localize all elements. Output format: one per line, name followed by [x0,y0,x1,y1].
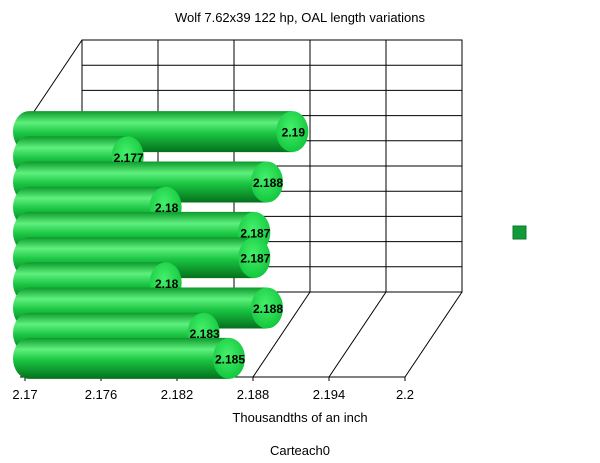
bar-cap [213,337,245,379]
x-tick-label: 2.17 [12,387,37,402]
data-label: 2.18 [155,277,179,291]
floor-gridline [328,291,387,378]
x-tick-label: 2.194 [313,387,346,402]
data-label: 2.183 [190,327,220,341]
x-tick-label: 2.188 [237,387,270,402]
data-label: 2.19 [282,126,306,140]
data-label: 2.188 [253,302,283,316]
data-label: 2.18 [155,201,179,215]
bar-cap [251,287,283,329]
data-label: 2.188 [253,176,283,190]
bar [13,337,245,379]
x-axis-label: Thousandths of an inch [232,410,367,425]
bar-cap [238,237,271,279]
data-label: 2.187 [240,252,270,266]
left-wall-edge [24,39,83,126]
x-tick-label: 2.176 [85,387,118,402]
data-label: 2.185 [215,352,245,366]
bar-cap [251,161,283,203]
x-axis-tick-labels: 2.17 2.176 2.182 2.188 2.194 2.2 [12,377,414,402]
chart-title: Wolf 7.62x39 122 hp, OAL length variatio… [175,10,426,25]
x-tick-label: 2.182 [161,387,194,402]
data-labels: 2.19 2.177 2.188 2.18 2.187 2.187 2.18 2.188 2.1… [114,126,306,367]
data-label: 2.177 [114,151,144,165]
floor-gridline [404,291,463,378]
data-label: 2.187 [240,226,270,240]
bar-cap [276,111,309,153]
floor-gridline [252,291,311,378]
bars [12,111,309,379]
x-tick-label: 2.2 [396,387,414,402]
chart-footer: Carteach0 [270,443,330,458]
legend-swatch [512,225,527,240]
bar-body [13,337,229,379]
